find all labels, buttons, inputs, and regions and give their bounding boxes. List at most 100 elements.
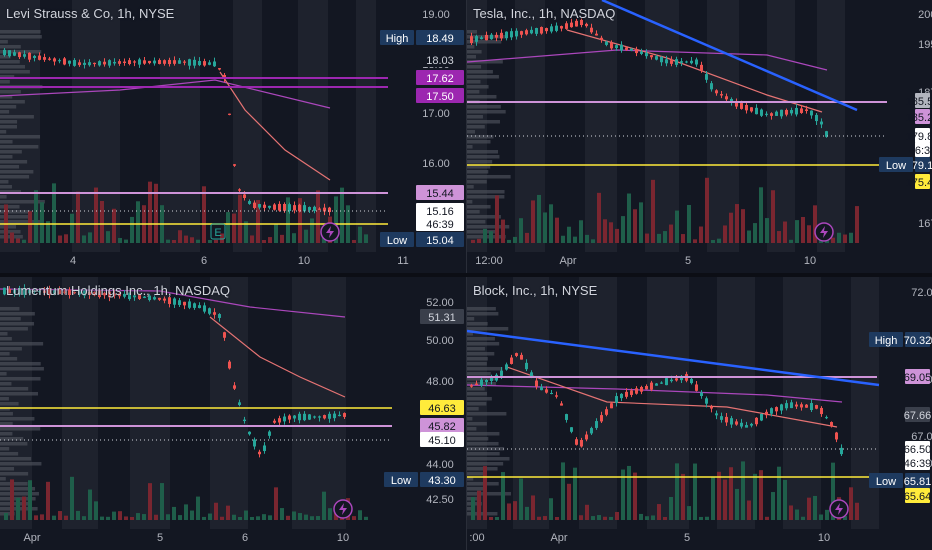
candle-body (3, 287, 6, 295)
volume-bar (238, 516, 242, 520)
candle-body (755, 417, 758, 425)
price-tag (416, 203, 464, 218)
candle-body (525, 362, 528, 370)
candle-body (545, 28, 548, 32)
candle-body (640, 386, 643, 392)
candle-body (83, 62, 86, 65)
candle-body (18, 287, 21, 295)
candle-body (13, 289, 16, 294)
volume-bar (214, 502, 218, 520)
volume-bar (334, 512, 338, 520)
candle-body (475, 36, 478, 42)
volume-bar (178, 230, 182, 243)
chart-canvas[interactable]: 52.00 50.00 48.00 44.00 42.50 Apr 5 6 10 51.31 46.… (0, 277, 466, 550)
candle-body (810, 110, 813, 116)
lightning-icon[interactable] (320, 222, 340, 242)
volume-profile-bar (0, 422, 13, 426)
candle-body (293, 205, 296, 211)
volume-bar (88, 489, 92, 520)
volume-profile-bar (467, 45, 475, 49)
volume-bar (531, 200, 535, 243)
volume-profile-bar (467, 372, 491, 376)
candle-body (520, 354, 523, 360)
candle-body (510, 357, 513, 364)
candle-body (655, 383, 658, 386)
candle-body (540, 386, 543, 391)
volume-bar (190, 237, 194, 243)
price-tag (420, 400, 464, 415)
candle-body (328, 413, 331, 419)
candle-body (755, 107, 758, 115)
volume-profile-bar (467, 200, 473, 204)
lightning-icon[interactable] (829, 499, 849, 519)
volume-profile-bar (467, 352, 495, 356)
candle-body (28, 52, 31, 60)
chart-canvas[interactable]: 19.0018.0017.0016.0046101118.49High18.03… (0, 0, 466, 273)
volume-profile-bar (0, 352, 10, 356)
candle-body (645, 386, 648, 390)
chart-panel-levi[interactable]: 19.0018.0017.0016.0046101118.49High18.03… (0, 0, 466, 273)
moving-average-line (219, 71, 331, 181)
chart-panel-tesla[interactable]: 200.00195.00187.00167.0012:00Apr510185.5… (467, 0, 932, 273)
volume-bar (280, 234, 284, 243)
candle-body (565, 23, 568, 29)
volume-bar (717, 238, 721, 243)
lightning-icon[interactable] (814, 222, 834, 242)
volume-bar (735, 204, 739, 243)
price-tag-label-bg (879, 157, 913, 172)
candle-body (555, 395, 558, 397)
time-tick-label: 10 (298, 255, 310, 267)
volume-bar (747, 230, 751, 243)
candle-body (530, 29, 533, 34)
volume-profile-bar (0, 372, 7, 376)
price-tick-label: 16.00 (422, 158, 450, 170)
chart-canvas[interactable]: 72.0070.0068.0067.0066.00:00Apr51070.32H… (467, 277, 932, 550)
volume-bar (46, 481, 50, 520)
volume-profile-bar (467, 165, 491, 169)
time-tick-label: 10 (818, 532, 830, 544)
price-tag (905, 441, 930, 456)
volume-profile-bar (0, 125, 18, 129)
candle-body (750, 107, 753, 112)
candle-body (183, 61, 186, 63)
moving-average-line (566, 29, 823, 113)
price-tag (416, 88, 464, 103)
volume-bar (34, 190, 38, 243)
volume-bar (154, 183, 158, 243)
time-tick-label: Apr (559, 255, 576, 267)
chart-canvas[interactable]: 200.00195.00187.00167.0012:00Apr510185.5… (467, 0, 932, 273)
candle-body (700, 64, 703, 71)
candle-body (343, 413, 346, 417)
volume-profile-bar (467, 492, 512, 496)
volume-bar (358, 510, 362, 520)
price-tag-value: 185.27 (906, 112, 932, 124)
volume-profile-bar (467, 170, 489, 174)
volume-bar (46, 221, 50, 243)
volume-bar (328, 508, 332, 520)
candle-body (263, 445, 266, 452)
candle-body (695, 59, 698, 65)
candle-body (178, 60, 181, 64)
chart-panel-block[interactable]: 72.0070.0068.0067.0066.00:00Apr51070.32H… (467, 277, 932, 550)
candle-body (740, 103, 743, 109)
candle-body (53, 58, 56, 62)
candle-body (238, 189, 241, 191)
volume-bar (627, 465, 631, 520)
volume-bar (178, 515, 182, 520)
volume-profile-bar (467, 362, 487, 366)
volume-profile-bar (0, 150, 22, 154)
volume-bar (663, 516, 667, 520)
volume-profile-bar (0, 432, 13, 436)
candle-body (48, 288, 51, 295)
lightning-icon[interactable] (333, 499, 353, 519)
volume-profile-bar (0, 477, 6, 481)
volume-profile-bar (0, 392, 38, 396)
chart-panel-lumentum[interactable]: 52.00 50.00 48.00 44.00 42.50 Apr 5 6 10 51.31 46.… (0, 277, 466, 550)
candle-body (630, 390, 633, 395)
price-tag-label: Low (876, 476, 896, 488)
volume-bar (471, 497, 475, 520)
candle-body (163, 60, 166, 64)
horizontal-divider[interactable] (0, 273, 932, 277)
price-tick-label: 72.00 (911, 287, 932, 299)
candle-body (670, 379, 673, 382)
